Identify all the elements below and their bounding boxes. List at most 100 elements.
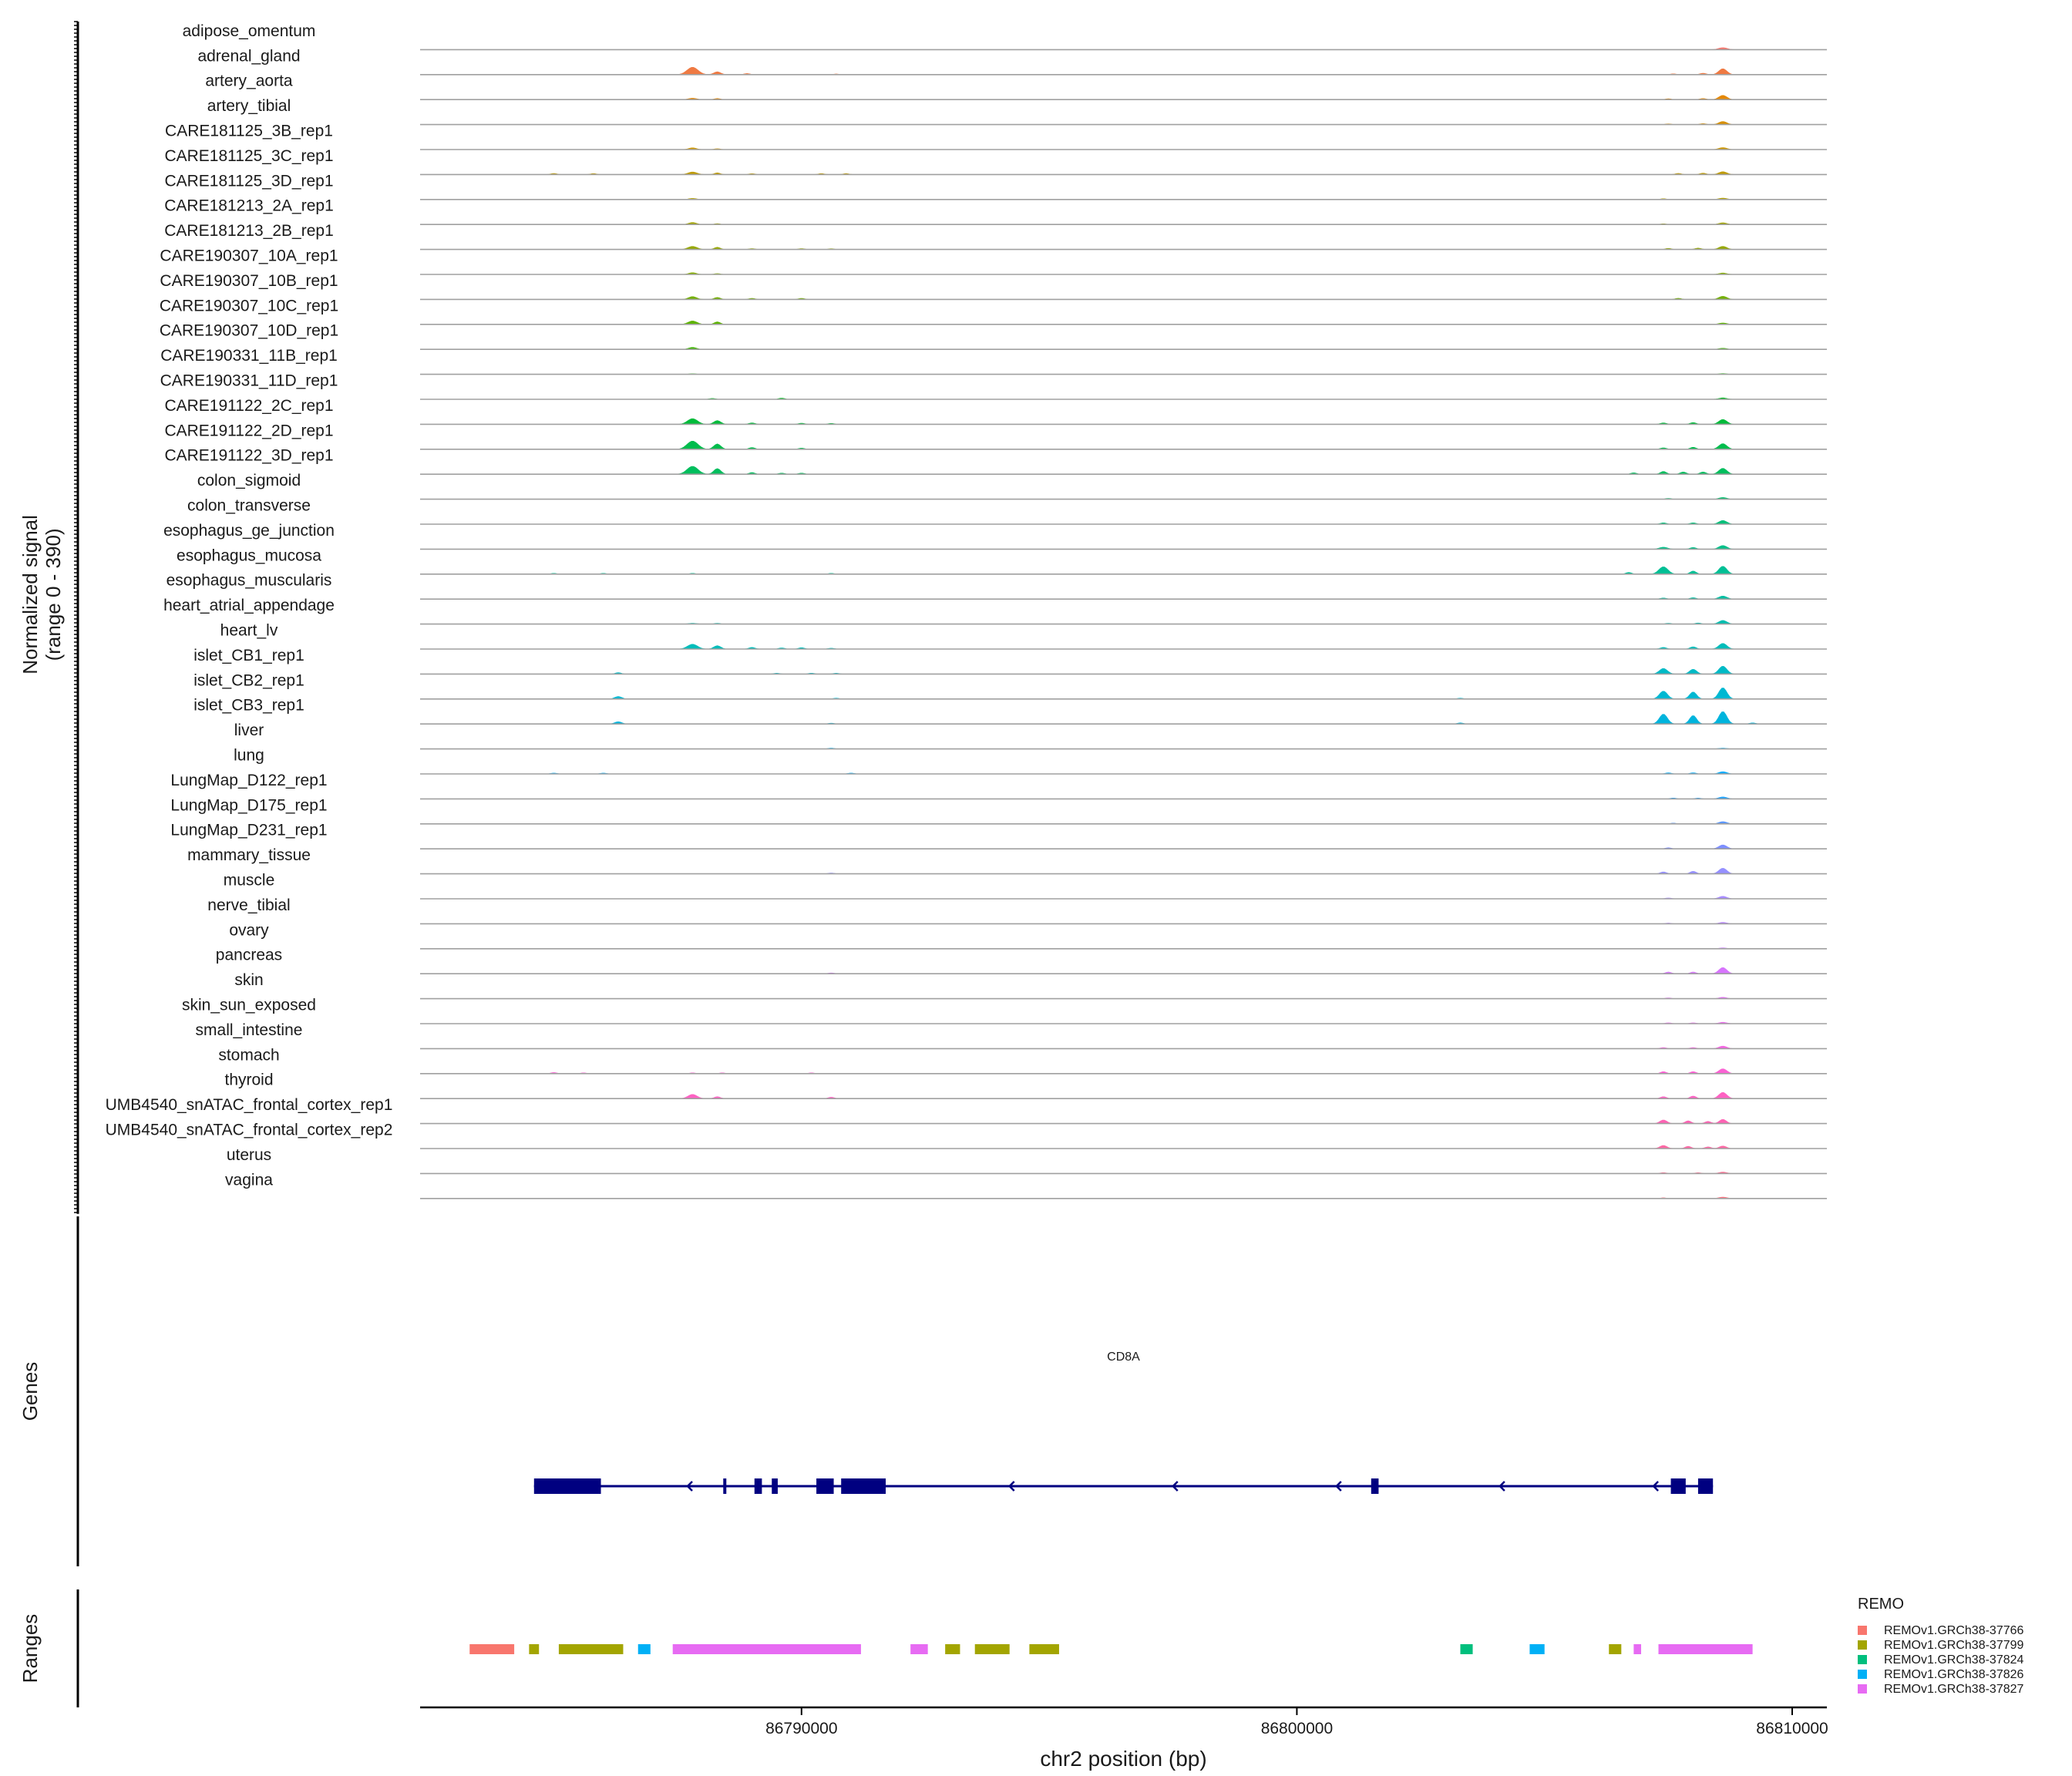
signal-area [420,868,1827,874]
signal-track: islet_CB3_rep1 [193,697,1827,725]
track-label: CARE190307_10B_rep1 [160,272,338,290]
track-label: islet_CB3_rep1 [193,697,304,715]
track-label: stomach [218,1046,279,1064]
signal-track: LungMap_D175_rep1 [170,796,1827,825]
gene-exon [1697,1478,1714,1494]
signal-area [420,666,1827,674]
signal-track: CARE181213_2B_rep1 [164,222,1827,251]
x-axis-title: chr2 position (bp) [1040,1747,1206,1771]
strand-arrow-icon [1652,1481,1659,1492]
track-label: thyroid [224,1071,273,1089]
legend-label: REMOv1.GRCh38-37827 [1884,1683,2024,1696]
track-label: UMB4540_snATAC_frontal_cortex_rep1 [106,1096,393,1114]
x-tick-label: 86810000 [1756,1720,1828,1737]
gene-exon [816,1478,834,1494]
signal-area [420,566,1827,575]
strand-arrow-icon [1498,1481,1505,1492]
track-label: UMB4540_snATAC_frontal_cortex_rep2 [106,1122,393,1139]
signal-track: CARE190331_11D_rep1 [160,372,1827,400]
signal-track: uterus [227,1146,1827,1175]
gene-exon [1670,1478,1686,1494]
signal-track: adipose_omentum [183,22,1827,51]
track-label: skin_sun_exposed [182,997,316,1014]
track-label: colon_sigmoid [197,472,301,489]
legend-item: REMOv1.GRCh38-37766 [1858,1624,2024,1637]
track-label: pancreas [216,947,282,964]
legend-title: REMO [1858,1596,1904,1613]
range-bar [1633,1644,1642,1654]
track-label: artery_aorta [205,72,293,90]
legend-item: REMOv1.GRCh38-37826 [1858,1668,2024,1681]
track-label: lung [234,747,264,765]
gene-exon [1371,1478,1379,1494]
track-label: colon_transverse [187,497,311,515]
track-label: CARE190307_10C_rep1 [160,297,338,314]
signal-track: ovary [229,921,1827,950]
signal-area [420,67,1827,76]
signal-area [420,711,1827,725]
signal-track: UMB4540_snATAC_frontal_cortex_rep1 [106,1096,1827,1125]
gene-model: CD8A [533,1350,1714,1494]
track-label: islet_CB1_rep1 [193,647,304,664]
range-bar [1609,1644,1622,1654]
range-bar [672,1644,861,1654]
signal-track: CARE181213_2A_rep1 [164,197,1827,226]
signal-track: islet_CB2_rep1 [193,671,1827,700]
signal-area [420,643,1827,650]
range-bar [945,1644,960,1654]
ranges-panel: Ranges [18,1589,1753,1707]
x-tick-label: 86800000 [1261,1720,1333,1737]
track-label: esophagus_mucosa [177,547,321,564]
signal-area [420,688,1827,700]
signal-track: LungMap_D122_rep1 [170,772,1827,800]
legend-swatch [1858,1626,1867,1635]
track-label: CARE190331_11D_rep1 [160,372,338,390]
signal-area [420,418,1827,425]
legend-label: REMOv1.GRCh38-37826 [1884,1668,2024,1681]
signal-track: CARE190307_10A_rep1 [160,247,1827,275]
track-label: CARE191122_2C_rep1 [164,397,333,415]
genes-title: Genes [18,1362,42,1421]
signal-track: vagina [225,1171,1827,1199]
signal-track: adrenal_gland [197,47,1827,76]
signal-area [420,440,1827,450]
range-bar [1529,1644,1545,1654]
signal-area [420,466,1827,475]
track-label: mammary_tissue [187,846,311,864]
signal-area [420,1092,1827,1099]
gene-label: CD8A [1107,1350,1140,1364]
signal-y-title-line1: Normalized signal [18,515,42,674]
track-label: muscle [224,872,275,890]
signal-track: artery_aorta [205,72,1827,100]
signal-track: colon_sigmoid [197,472,1827,500]
signal-track: esophagus_mucosa [177,547,1827,575]
track-label: nerve_tibial [207,896,290,914]
signal-track: mammary_tissue [187,846,1827,875]
gene-exon [772,1478,778,1494]
signal-track: CARE191122_2D_rep1 [164,422,1827,450]
legend-item: REMOv1.GRCh38-37824 [1858,1653,2024,1667]
signal-track: muscle [224,872,1827,900]
ranges-title: Ranges [18,1614,42,1684]
signal-track: CARE190331_11B_rep1 [160,347,1827,375]
signal-track: CARE191122_2C_rep1 [164,397,1827,426]
strand-arrow-icon [1335,1481,1342,1492]
track-label: vagina [225,1171,273,1189]
range-bar [529,1644,540,1654]
track-label: adipose_omentum [183,22,316,40]
track-label: CARE181125_3D_rep1 [164,172,333,190]
legend-swatch [1858,1640,1867,1650]
signal-track: CARE191122_3D_rep1 [164,447,1827,476]
signal-track: CARE190307_10B_rep1 [160,272,1827,301]
track-label: CARE181213_2A_rep1 [164,197,334,215]
signal-track: thyroid [224,1071,1827,1099]
strand-arrow-icon [686,1481,693,1492]
gene-exon [841,1478,886,1494]
signal-panel: Normalized signal (range 0 - 390) adipose_… [18,21,1827,1214]
track-label: CARE190331_11B_rep1 [160,347,338,365]
track-label: small_intestine [196,1021,303,1039]
track-label: LungMap_D122_rep1 [170,772,327,789]
track-label: CARE190307_10A_rep1 [160,247,338,265]
signal-track: pancreas [216,947,1827,974]
